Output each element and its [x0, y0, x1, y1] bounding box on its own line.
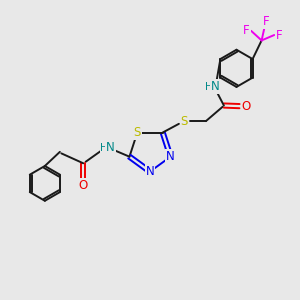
Text: N: N [106, 141, 115, 154]
Text: H: H [100, 143, 108, 153]
Text: F: F [243, 24, 250, 37]
Text: F: F [263, 15, 269, 28]
Text: N: N [166, 150, 175, 163]
Text: S: S [134, 126, 141, 139]
Text: S: S [181, 115, 188, 128]
Text: N: N [146, 165, 154, 178]
Text: N: N [211, 80, 219, 93]
Text: H: H [205, 82, 213, 92]
Text: F: F [276, 28, 283, 41]
Text: O: O [242, 100, 251, 112]
Text: O: O [79, 179, 88, 192]
